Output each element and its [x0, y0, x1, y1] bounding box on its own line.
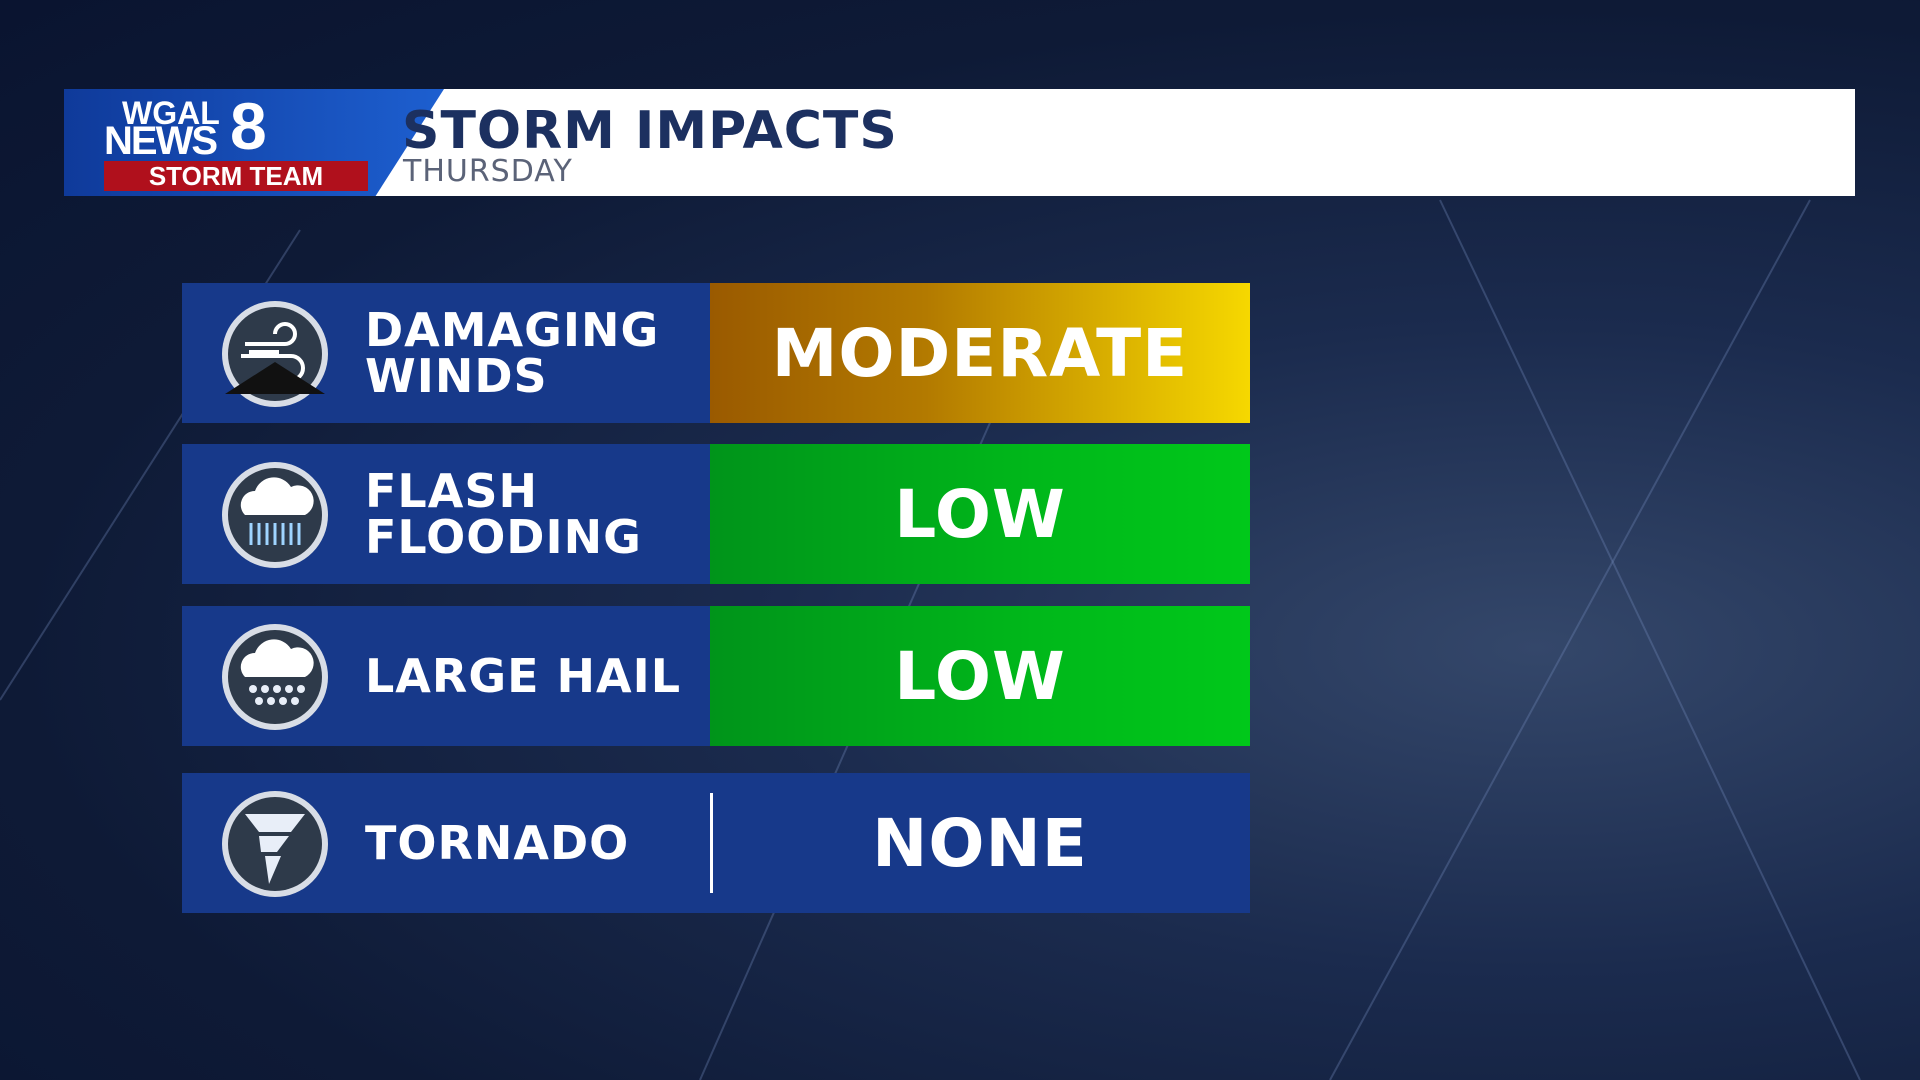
logo-line: WGAL	[122, 95, 220, 131]
impact-level: LOW	[710, 444, 1250, 584]
header-bar: WGAL NEWS 8 STORM TEAM STORM IMPACTS THU…	[64, 89, 1855, 196]
impact-level: LOW	[710, 606, 1250, 746]
logo: WGAL NEWS 8 STORM TEAM	[64, 89, 444, 196]
impact-icon	[222, 791, 328, 897]
divider	[710, 793, 713, 893]
impact-label: DAMAGING WINDS	[365, 283, 659, 423]
impact-label: TORNADO	[365, 773, 629, 913]
impact-row: FLASH FLOODING LOW	[182, 444, 1250, 584]
logo-line: NEWS	[104, 119, 218, 163]
label-line: DAMAGING	[365, 303, 660, 357]
label-line: TORNADO	[365, 816, 630, 870]
logo-team: STORM TEAM	[104, 161, 368, 191]
impact-row: DAMAGING WINDS MODERATE	[182, 283, 1250, 423]
label-line: LARGE HAIL	[365, 649, 682, 703]
title: STORM IMPACTS	[402, 101, 898, 161]
impact-icon	[222, 301, 328, 407]
impact-level: MODERATE	[710, 283, 1250, 423]
logo-channel: 8	[230, 89, 267, 163]
subtitle: THURSDAY	[403, 154, 573, 189]
impact-row: TORNADO NONE	[182, 773, 1250, 913]
impact-label: FLASH FLOODING	[365, 444, 642, 584]
impact-icon	[222, 462, 328, 568]
label-line: WINDS	[365, 349, 548, 403]
impact-label: LARGE HAIL	[365, 606, 681, 746]
label-line: FLOODING	[365, 510, 642, 564]
label-line: FLASH	[365, 464, 538, 518]
impact-level: NONE	[872, 804, 1088, 882]
impact-icon	[222, 624, 328, 730]
impact-row: LARGE HAIL LOW	[182, 606, 1250, 746]
